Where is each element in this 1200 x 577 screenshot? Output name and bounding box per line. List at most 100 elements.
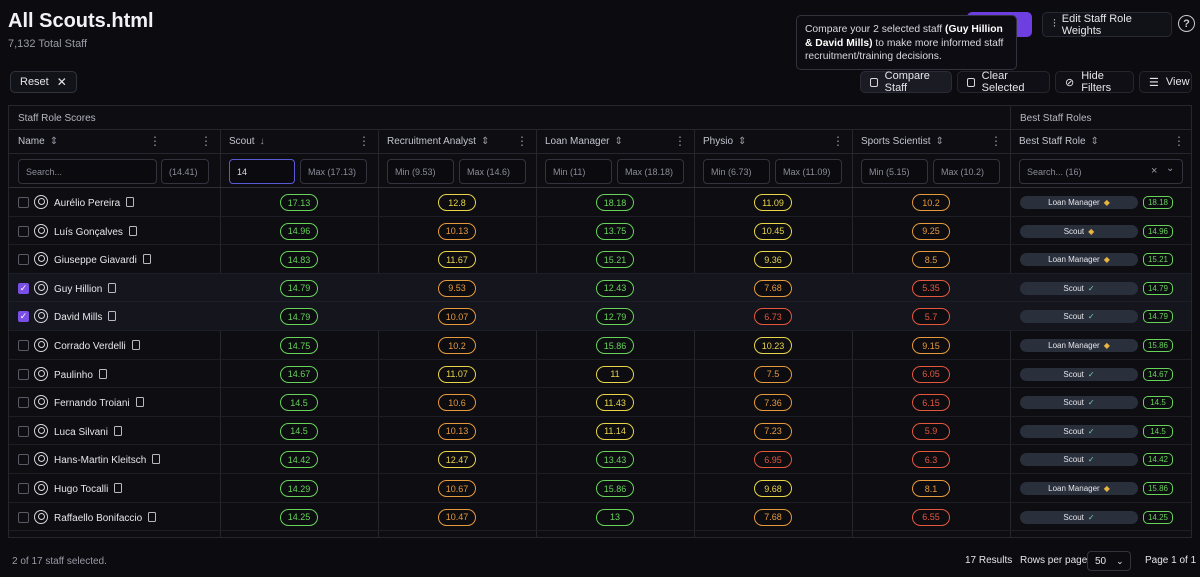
hide-filters-button[interactable]: ⊘ Hide Filters (1055, 70, 1134, 94)
clear-selected-button[interactable]: Clear Selected (957, 70, 1050, 94)
clipboard-icon[interactable] (135, 397, 144, 408)
clipboard-icon[interactable] (126, 197, 135, 207)
best-role-score: 14.5 (1143, 396, 1173, 410)
column-menu-icon[interactable]: ⋮ (200, 134, 212, 148)
table-row[interactable]: Hans-Martin Kleitsch 14.42 12.47 13.43 6.95 6… (9, 445, 1191, 474)
clipboard-icon[interactable] (131, 340, 140, 350)
avatar-icon (34, 195, 48, 209)
sort-icon[interactable]: ⇕ (480, 136, 490, 147)
column-menu-icon[interactable]: ⋮ (149, 134, 161, 148)
table-row[interactable]: Aurélio Pereira 17.13 12.8 18.18 11.09 10.2 Lo… (9, 188, 1191, 217)
score-pill-loan-manager: 12.43 (596, 279, 634, 297)
loan-manager-min-input[interactable]: Min (11) (545, 159, 612, 184)
column-menu-icon[interactable]: ⋮ (674, 134, 686, 148)
row-checkbox[interactable] (18, 425, 29, 437)
staff-name-cell[interactable]: Aurélio Pereira (54, 197, 135, 209)
staff-name-cell[interactable]: Giuseppe Giavardi (54, 254, 151, 266)
table-row[interactable]: Luca Silvani 14.5 10.13 11.14 7.23 5.9 Scout ✓ 1… (9, 417, 1191, 446)
clipboard-icon[interactable] (108, 311, 117, 322)
rows-per-page-select[interactable]: 50 ⌄ (1087, 551, 1131, 571)
name-search-input[interactable]: Search... (18, 159, 157, 184)
loan-manager-max-input[interactable]: Max (18.18) (617, 159, 684, 184)
column-header-name[interactable]: Name ⇕ ⋮ (9, 130, 169, 154)
sort-icon[interactable]: ↓ (259, 136, 265, 147)
staff-name-cell[interactable]: Hans-Martin Kleitsch (54, 454, 161, 466)
row-checkbox[interactable] (18, 368, 29, 380)
table-row[interactable]: Paulinho 14.67 11.07 11 7.5 6.05 Scout ✓ 14.67 (9, 360, 1191, 389)
clipboard-icon[interactable] (142, 254, 151, 265)
column-header-scout[interactable]: Scout ↓ ⋮ (220, 130, 378, 154)
staff-name-cell[interactable]: Corrado Verdelli (54, 340, 140, 352)
staff-name-cell[interactable]: Hugo Tocalli (54, 483, 123, 495)
clipboard-icon[interactable] (108, 282, 117, 293)
staff-name-cell[interactable]: Fernando Troiani (54, 397, 144, 409)
row-checkbox[interactable] (18, 511, 29, 523)
column-header-physio[interactable]: Physio ⇕ ⋮ (694, 130, 852, 154)
scout-min-input[interactable]: 14 (229, 159, 295, 184)
clipboard-icon[interactable] (114, 483, 123, 493)
column-menu-icon[interactable]: ⋮ (516, 134, 528, 148)
staff-name-cell[interactable]: Guy Hillion (54, 282, 117, 295)
reset-label: Reset (20, 76, 49, 88)
reset-button[interactable]: Reset ✕ (10, 71, 77, 93)
edit-staff-role-weights-button[interactable]: ⫶ Edit Staff Role Weights (1042, 12, 1172, 37)
staff-name-cell[interactable]: Luca Silvani (54, 425, 122, 438)
clipboard-icon[interactable] (113, 425, 122, 436)
row-checkbox[interactable] (18, 197, 29, 208)
row-checkbox[interactable]: ✓ (18, 282, 29, 294)
row-checkbox[interactable] (18, 483, 29, 494)
row-checkbox[interactable] (18, 225, 29, 237)
row-checkbox[interactable] (18, 397, 29, 409)
sort-icon[interactable]: ⇕ (49, 136, 59, 147)
staff-name-cell[interactable]: Luís Gonçalves (54, 225, 137, 238)
clipboard-icon[interactable] (152, 454, 161, 465)
column-menu-icon[interactable]: ⋮ (1173, 134, 1185, 148)
row-checkbox[interactable] (18, 454, 29, 466)
clipboard-icon[interactable] (98, 368, 107, 379)
staff-name-cell[interactable]: Paulinho (54, 368, 107, 381)
table-row[interactable]: Raffaello Bonifaccio 14.25 10.47 13 7.68 6.55… (9, 503, 1191, 532)
table-row[interactable]: Luís Gonçalves 14.96 10.13 13.75 10.45 9.25 Sc… (9, 217, 1191, 246)
best-role-name: Scout (1063, 512, 1084, 522)
sort-icon[interactable]: ⇕ (738, 136, 747, 147)
column-header-hidden[interactable]: ⋮ (169, 130, 220, 154)
view-button[interactable]: ☰ View (1139, 71, 1192, 93)
sports-scientist-min-input[interactable]: Min (5.15) (861, 159, 928, 184)
table-row[interactable]: Corrado Verdelli 14.75 10.2 15.86 10.23 9.15 L… (9, 331, 1191, 360)
physio-min-input[interactable]: Min (6.73) (703, 159, 770, 184)
table-row[interactable]: ✓ David Mills 14.79 10.07 12.79 6.73 5.7 Scout ✓… (9, 302, 1191, 331)
chevron-down-icon[interactable]: ⌄ (1166, 163, 1175, 174)
row-checkbox[interactable] (18, 254, 29, 266)
recruitment-analyst-min-input[interactable]: Min (9.53) (387, 159, 454, 184)
sort-icon[interactable]: ⇕ (935, 136, 944, 147)
clipboard-icon[interactable] (148, 511, 157, 522)
column-menu-icon[interactable]: ⋮ (990, 134, 1002, 148)
compare-staff-button[interactable]: Compare Staff (860, 70, 952, 94)
column-header-best-staff-role[interactable]: Best Staff Role ⇕ ⋮ (1010, 130, 1191, 154)
table-row[interactable]: Giuseppe Giavardi 14.83 11.67 15.21 9.36 8.5 L… (9, 245, 1191, 274)
table-row[interactable]: Fernando Troiani 14.5 10.6 11.43 7.36 6.15 Sco… (9, 388, 1191, 417)
scout-max-input[interactable]: Max (17.13) (300, 159, 367, 184)
row-checkbox[interactable]: ✓ (18, 311, 29, 323)
clipboard-icon[interactable] (128, 225, 137, 236)
table-row[interactable]: ✓ Guy Hillion 14.79 9.53 12.43 7.68 5.35 Scout ✓… (9, 273, 1191, 303)
column-header-loan-manager[interactable]: Loan Manager ⇕ ⋮ (536, 130, 694, 154)
staff-name-cell[interactable]: David Mills (54, 311, 117, 323)
column-menu-icon[interactable]: ⋮ (358, 134, 370, 148)
table-row[interactable]: Hugo Tocalli 14.29 10.67 15.86 9.68 8.1 Loan M… (9, 474, 1191, 503)
physio-max-input[interactable]: Max (11.09) (775, 159, 842, 184)
clear-icon[interactable]: × (1151, 165, 1158, 177)
column-header-sports-scientist[interactable]: Sports Scientist ⇕ ⋮ (852, 130, 1010, 154)
sort-icon[interactable]: ⇕ (614, 136, 623, 147)
column-header-recruitment-analyst[interactable]: Recruitment Analyst ⇕ ⋮ (378, 130, 536, 154)
hidden-max-input[interactable]: (14.41) (161, 159, 209, 184)
column-menu-icon[interactable]: ⋮ (832, 134, 844, 148)
best-role-search-select[interactable]: Search... (16) (1019, 159, 1183, 184)
recruitment-analyst-max-input[interactable]: Max (14.6) (459, 159, 526, 184)
sports-scientist-max-input[interactable]: Max (10.2) (933, 159, 1000, 184)
sort-icon[interactable]: ⇕ (1090, 136, 1099, 147)
staff-name-cell[interactable]: Raffaello Bonifaccio (54, 511, 157, 524)
help-icon[interactable]: ? (1178, 15, 1195, 32)
row-checkbox[interactable] (18, 340, 29, 351)
best-role-badge: Loan Manager ◆ (1020, 196, 1138, 209)
